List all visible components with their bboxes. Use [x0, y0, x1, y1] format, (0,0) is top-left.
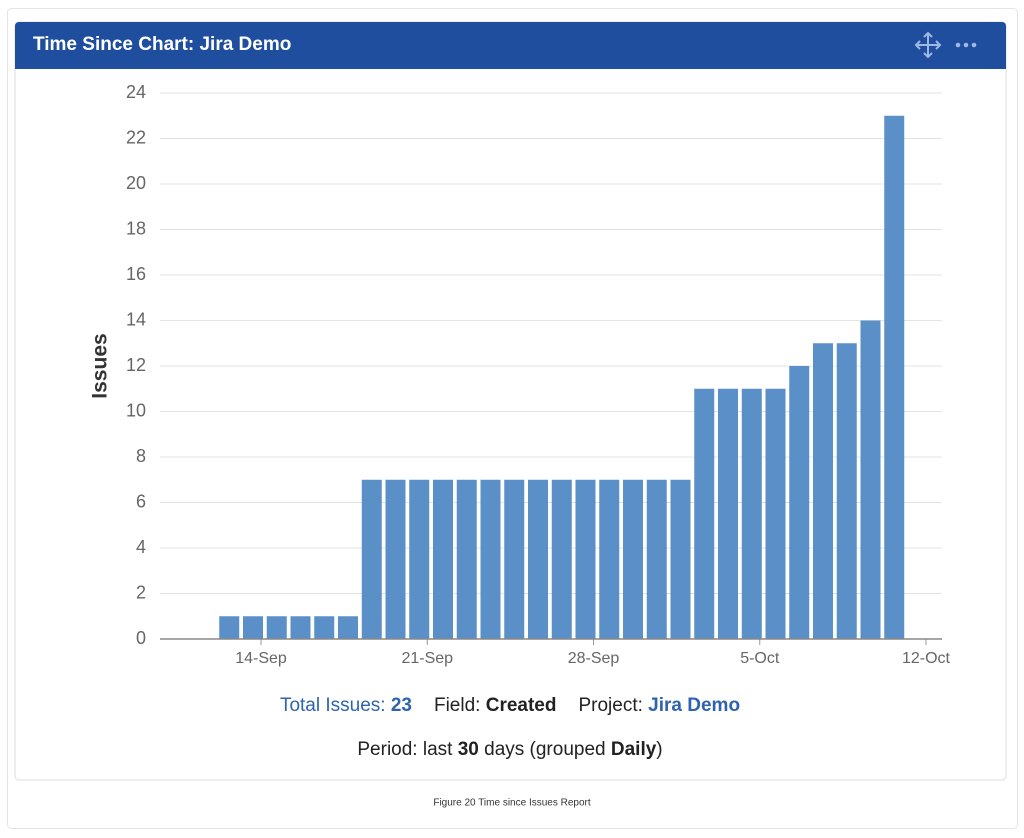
period-days: 30 [458, 739, 479, 760]
x-tick-label: 14-Sep [235, 650, 287, 667]
bar [480, 479, 501, 639]
bar [599, 479, 620, 639]
period-mid: days (grouped [479, 739, 611, 760]
x-tick-label: 21-Sep [401, 650, 453, 667]
field-value: Created [486, 695, 557, 716]
bar [860, 320, 881, 639]
period-prefix: Period: last [357, 739, 457, 760]
bar [243, 616, 263, 639]
bar [409, 479, 430, 639]
bar [551, 479, 572, 639]
bar [290, 616, 311, 639]
bar [884, 115, 905, 639]
bar [456, 479, 477, 639]
footer-line-1: Total Issues: 23 Field: Created Project: J… [280, 695, 740, 716]
bar [266, 616, 287, 639]
bar [765, 388, 786, 639]
y-axis-label: Issues [89, 333, 112, 398]
x-tick-label: 5-Oct [740, 650, 780, 667]
bar [694, 388, 715, 639]
y-tick-label: 2 [136, 582, 146, 602]
total-label: Total Issues: [280, 695, 391, 716]
bar [504, 479, 525, 639]
y-tick-label: 20 [126, 173, 146, 193]
bar [813, 343, 833, 639]
bar [433, 479, 453, 639]
card-header [15, 22, 1006, 69]
total-value: 23 [391, 695, 412, 716]
bar [789, 366, 810, 639]
project-value[interactable]: Jira Demo [648, 695, 740, 716]
y-tick-label: 24 [126, 82, 146, 102]
bar [385, 479, 406, 639]
card [14, 21, 1007, 781]
y-tick-label: 12 [126, 355, 146, 375]
bar [338, 616, 358, 639]
bar [575, 479, 596, 639]
bar [646, 479, 667, 639]
y-tick-label: 4 [136, 537, 146, 557]
bar [314, 616, 335, 639]
period-group: Daily [611, 739, 657, 760]
bar [718, 388, 738, 639]
footer-line-2: Period: last 30 days (grouped Daily) [357, 739, 662, 760]
bar [528, 479, 548, 639]
y-tick-label: 22 [126, 127, 146, 147]
y-tick-label: 6 [136, 491, 146, 511]
bar [623, 479, 643, 639]
period-suffix: ) [656, 739, 662, 760]
y-tick-label: 16 [126, 264, 146, 284]
move-icon[interactable] [914, 31, 942, 59]
bar [741, 388, 762, 639]
card-title: Time Since Chart: Jira Demo [33, 34, 291, 55]
bar [219, 616, 240, 639]
y-tick-label: 18 [126, 218, 146, 238]
bar [670, 479, 691, 639]
x-tick-label: 28-Sep [568, 650, 620, 667]
caption: Figure 20 Time since Issues Report [433, 798, 591, 809]
y-tick-label: 14 [126, 309, 146, 329]
bar [361, 479, 382, 639]
bar [836, 343, 857, 639]
y-tick-label: 8 [136, 446, 146, 466]
more-icon[interactable] [955, 42, 977, 48]
y-tick-label: 0 [136, 628, 146, 648]
x-tick-label: 12-Oct [902, 650, 951, 667]
project-label: Project: [578, 695, 648, 716]
field-label: Field: [434, 695, 486, 716]
y-tick-label: 10 [126, 400, 146, 420]
